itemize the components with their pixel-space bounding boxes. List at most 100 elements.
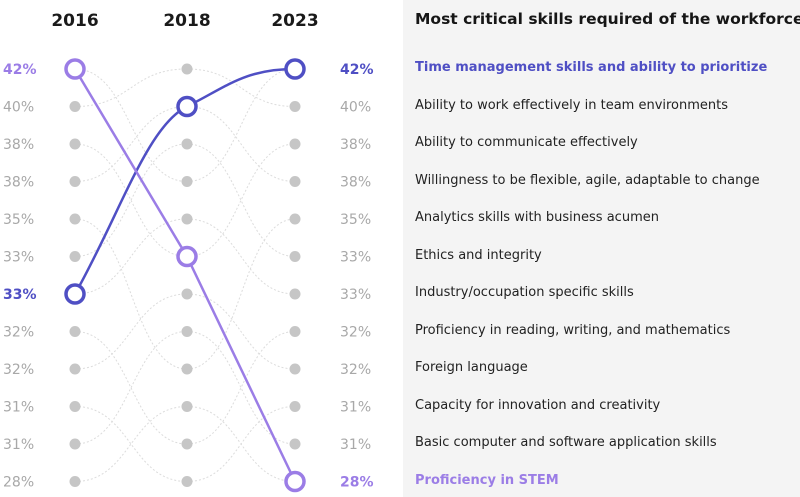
percent-label: 35% — [3, 212, 34, 228]
rank-dot — [289, 176, 301, 187]
percent-label: 33% — [340, 287, 371, 303]
rank-dot — [69, 176, 81, 187]
percent-label: 40% — [3, 100, 34, 116]
rank-dot — [69, 401, 81, 412]
percent-label: 32% — [3, 362, 34, 378]
connector-line — [186, 406, 296, 482]
rank-dot — [181, 326, 193, 337]
rank-dot — [289, 251, 301, 262]
year-label-2018: 2018 — [163, 11, 210, 31]
rank-dot — [69, 438, 81, 450]
skill-label: Basic computer and software application … — [415, 435, 717, 450]
rank-dot — [69, 326, 81, 337]
connector-line — [186, 106, 296, 182]
series-line-time-management — [73, 67, 296, 295]
series-marker-stem — [64, 58, 86, 80]
connector-line — [186, 143, 296, 257]
series-marker-stem — [176, 245, 198, 268]
rank-dot — [181, 63, 193, 75]
rank-dot — [181, 288, 193, 300]
rank-dot — [181, 401, 193, 412]
rank-dot — [289, 401, 301, 412]
rank-dot — [289, 101, 301, 112]
percent-label: 28% — [340, 475, 374, 491]
rank-dot — [289, 363, 301, 375]
skill-label: Foreign language — [415, 360, 528, 375]
rank-dot — [289, 438, 301, 450]
skill-label: Ethics and integrity — [415, 247, 542, 263]
percent-label: 38% — [340, 175, 371, 191]
connector-line — [186, 331, 296, 445]
slope-chart: 2016 2018 2023 42% 42% 40% 40% 38% 38% 38% 38% 35% 3… — [3, 11, 374, 493]
skill-label: Proficiency in reading, writing, and mat… — [415, 322, 731, 338]
percent-label: 32% — [3, 325, 34, 341]
percent-label: 28% — [3, 475, 34, 491]
rank-dot — [181, 213, 193, 225]
skill-label: Time management skills and ability to pr… — [415, 60, 768, 75]
series-marker-stem — [284, 470, 306, 493]
percent-label: 35% — [340, 212, 371, 228]
rank-dot — [289, 138, 301, 150]
series-marker-time-management — [64, 283, 86, 305]
series-marker-time-management — [176, 95, 198, 118]
percent-label: 38% — [3, 175, 34, 191]
rank-dot — [181, 476, 193, 487]
percent-label: 42% — [340, 62, 374, 78]
rank-dot — [69, 251, 81, 262]
connector-line — [186, 218, 296, 295]
connector-line — [186, 331, 296, 445]
connector-line — [74, 68, 188, 107]
connector-line — [186, 218, 296, 370]
skill-label: Ability to work effectively in team envi… — [415, 97, 729, 113]
connector-line — [74, 218, 188, 370]
rank-dot — [69, 138, 81, 150]
series-marker-time-management — [284, 58, 306, 80]
rank-dot — [69, 213, 81, 225]
rank-dot — [69, 363, 81, 375]
rank-dot — [181, 138, 193, 150]
year-label-2016: 2016 — [51, 11, 98, 31]
connector-line — [74, 331, 188, 445]
connector-line — [186, 143, 296, 257]
rank-dot — [289, 326, 301, 337]
percent-label: 31% — [340, 437, 371, 453]
percent-label: 33% — [3, 287, 37, 303]
connector-line — [74, 406, 188, 482]
connector-line — [74, 293, 188, 370]
connector-line — [74, 406, 188, 482]
connector-line — [74, 143, 188, 257]
percent-label: 33% — [3, 250, 34, 266]
connector-line — [186, 293, 296, 370]
percent-label: 32% — [340, 362, 371, 378]
rank-dot — [69, 476, 81, 487]
rank-dot — [181, 438, 193, 450]
chart-title: Most critical skills required of the wor… — [415, 10, 800, 28]
legend-panel: Most critical skills required of the wor… — [403, 0, 800, 497]
percent-label: 38% — [3, 137, 34, 153]
rank-dot — [181, 363, 193, 375]
percent-label: 40% — [340, 100, 371, 116]
connector-line — [74, 143, 188, 257]
percent-label: 31% — [3, 400, 34, 416]
rank-dot — [181, 176, 193, 187]
skill-label: Willingness to be flexible, agile, adapt… — [415, 172, 760, 188]
percent-label: 31% — [3, 437, 34, 453]
percent-label: 38% — [340, 137, 371, 153]
percent-label: 33% — [340, 250, 371, 266]
connector-line — [74, 331, 188, 445]
skill-label: Analytics skills with business acumen — [415, 210, 659, 225]
connector-line — [74, 68, 188, 182]
rank-dot — [69, 101, 81, 112]
skill-label: Proficiency in STEM — [415, 472, 559, 488]
rank-dot — [289, 288, 301, 300]
skill-label: Industry/occupation specific skills — [415, 285, 634, 300]
year-label-2023: 2023 — [271, 11, 318, 31]
percent-label: 31% — [340, 400, 371, 416]
percent-label: 32% — [340, 325, 371, 341]
skill-label: Capacity for innovation and creativity — [415, 397, 661, 413]
connector-line — [186, 68, 296, 182]
connector-line — [186, 68, 296, 107]
rank-dot — [289, 213, 301, 225]
skill-label: Ability to communicate effectively — [415, 135, 638, 150]
